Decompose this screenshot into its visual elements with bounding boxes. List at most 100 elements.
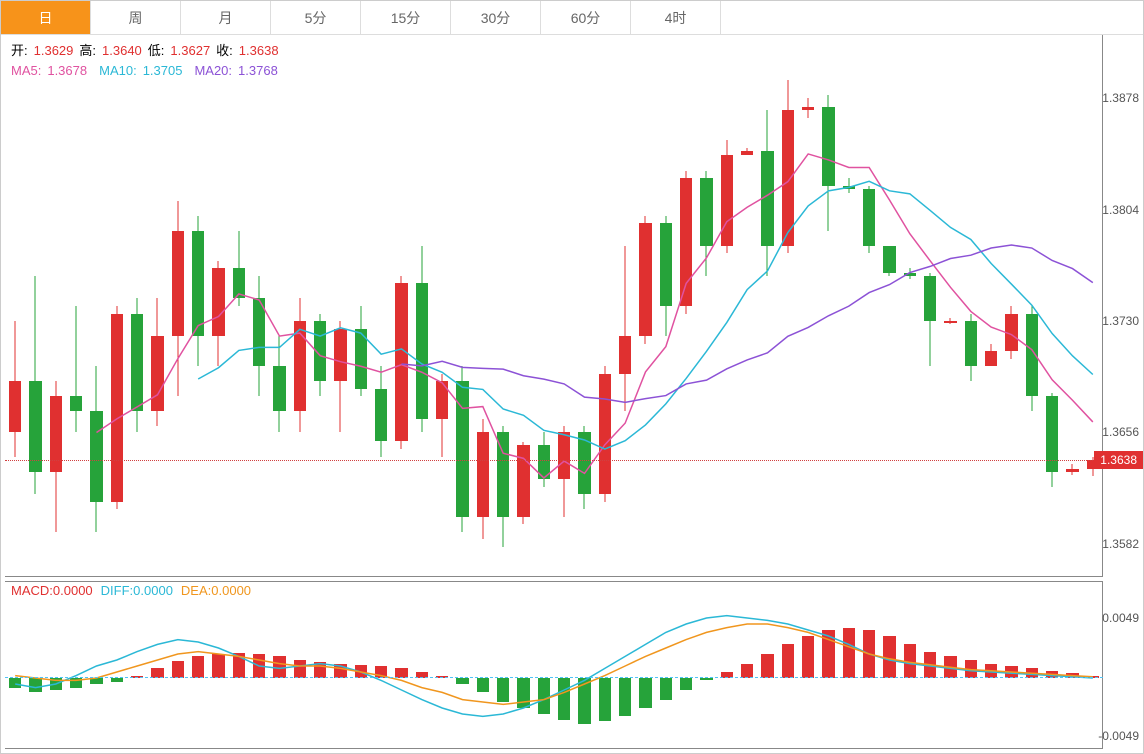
candle[interactable] <box>90 35 102 577</box>
macd-axis: -0.00490.0049 <box>1103 581 1143 749</box>
candle[interactable] <box>497 35 509 577</box>
candle[interactable] <box>558 35 570 577</box>
candle[interactable] <box>436 35 448 577</box>
candle[interactable] <box>1066 35 1078 577</box>
candle[interactable] <box>863 35 875 577</box>
macd-bar <box>802 636 814 678</box>
candle[interactable] <box>253 35 265 577</box>
candle[interactable] <box>233 35 245 577</box>
candle[interactable] <box>578 35 590 577</box>
candle[interactable] <box>924 35 936 577</box>
macd-bar <box>700 678 712 680</box>
candle[interactable] <box>619 35 631 577</box>
candle[interactable] <box>9 35 21 577</box>
macd-bar <box>782 644 794 678</box>
candle[interactable] <box>416 35 428 577</box>
tab-15分[interactable]: 15分 <box>361 1 451 34</box>
candle[interactable] <box>192 35 204 577</box>
macd-zero-line <box>5 677 1103 678</box>
candle[interactable] <box>517 35 529 577</box>
candle[interactable] <box>273 35 285 577</box>
current-price-line <box>5 460 1103 461</box>
candle[interactable] <box>741 35 753 577</box>
macd-bar <box>924 652 936 678</box>
macd-bar <box>639 678 651 708</box>
macd-bar <box>172 661 184 678</box>
candle[interactable] <box>822 35 834 577</box>
candle[interactable] <box>29 35 41 577</box>
tab-30分[interactable]: 30分 <box>451 1 541 34</box>
macd-bar <box>9 678 21 688</box>
candle[interactable] <box>334 35 346 577</box>
candle[interactable] <box>843 35 855 577</box>
macd-bar <box>619 678 631 716</box>
macd-bar <box>334 664 346 678</box>
macd-bar <box>233 653 245 678</box>
candle[interactable] <box>355 35 367 577</box>
candle[interactable] <box>477 35 489 577</box>
candle[interactable] <box>1046 35 1058 577</box>
price-tick: 1.3730 <box>1102 314 1139 328</box>
candle[interactable] <box>599 35 611 577</box>
candle[interactable] <box>294 35 306 577</box>
macd-value: 0.0000 <box>53 583 93 598</box>
candle[interactable] <box>904 35 916 577</box>
candle[interactable] <box>680 35 692 577</box>
diff-label: DIFF: <box>101 583 134 598</box>
tab-周[interactable]: 周 <box>91 1 181 34</box>
macd-label: MACD: <box>11 583 53 598</box>
timeframe-tabs: 日周月5分15分30分60分4时 <box>1 1 1143 35</box>
candle[interactable] <box>782 35 794 577</box>
macd-bar <box>212 654 224 678</box>
candle[interactable] <box>761 35 773 577</box>
macd-bar <box>273 656 285 678</box>
candle[interactable] <box>639 35 651 577</box>
current-price-tag: 1.3638 <box>1094 451 1143 469</box>
macd-bar <box>111 678 123 682</box>
macd-bar <box>29 678 41 692</box>
candle[interactable] <box>375 35 387 577</box>
price-tick: 1.3804 <box>1102 203 1139 217</box>
candle[interactable] <box>538 35 550 577</box>
candle[interactable] <box>1087 35 1099 577</box>
tab-月[interactable]: 月 <box>181 1 271 34</box>
candle[interactable] <box>1026 35 1038 577</box>
candle[interactable] <box>944 35 956 577</box>
candle[interactable] <box>395 35 407 577</box>
tab-60分[interactable]: 60分 <box>541 1 631 34</box>
tab-日[interactable]: 日 <box>1 1 91 34</box>
candle[interactable] <box>70 35 82 577</box>
candle[interactable] <box>314 35 326 577</box>
candle[interactable] <box>1005 35 1017 577</box>
candle[interactable] <box>131 35 143 577</box>
candle[interactable] <box>172 35 184 577</box>
tab-5分[interactable]: 5分 <box>271 1 361 34</box>
candle[interactable] <box>456 35 468 577</box>
candle[interactable] <box>212 35 224 577</box>
candle[interactable] <box>883 35 895 577</box>
diff-value: 0.0000 <box>133 583 173 598</box>
candle[interactable] <box>660 35 672 577</box>
macd-bar <box>761 654 773 678</box>
price-tick: 1.3656 <box>1102 425 1139 439</box>
macd-bar <box>944 656 956 678</box>
macd-tick: 0.0049 <box>1102 611 1139 625</box>
candle[interactable] <box>151 35 163 577</box>
macd-bar <box>456 678 468 684</box>
dea-label: DEA: <box>181 583 211 598</box>
candle[interactable] <box>721 35 733 577</box>
chart-container: 日周月5分15分30分60分4时 开: 1.3629 高: 1.3640 低: … <box>0 0 1144 754</box>
macd-bar <box>294 660 306 678</box>
macd-bar <box>497 678 509 702</box>
candle[interactable] <box>700 35 712 577</box>
macd-panel[interactable] <box>5 581 1103 749</box>
candlestick-chart[interactable] <box>5 35 1103 577</box>
candle[interactable] <box>50 35 62 577</box>
macd-bar <box>883 636 895 678</box>
tab-4时[interactable]: 4时 <box>631 1 721 34</box>
candle[interactable] <box>111 35 123 577</box>
candle[interactable] <box>965 35 977 577</box>
candle[interactable] <box>985 35 997 577</box>
candle[interactable] <box>802 35 814 577</box>
macd-bar <box>314 662 326 678</box>
